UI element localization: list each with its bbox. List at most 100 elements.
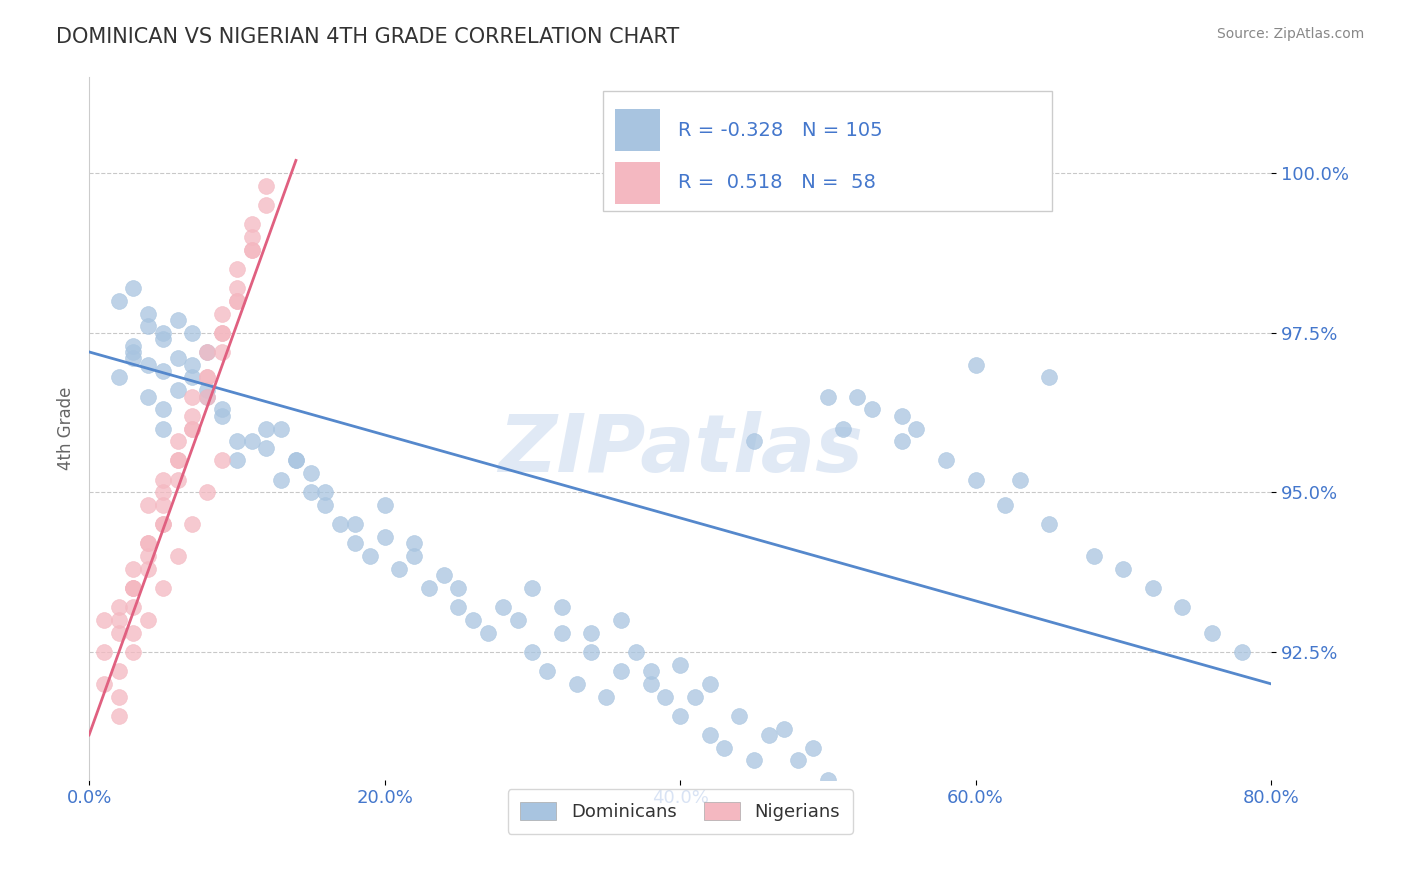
Point	[254, 178, 277, 193]
Point	[195, 345, 218, 359]
Text: Source: ZipAtlas.com: Source: ZipAtlas.com	[1216, 27, 1364, 41]
Point	[136, 613, 159, 627]
Point	[1112, 562, 1135, 576]
Point	[1038, 517, 1060, 532]
Point	[195, 370, 218, 384]
Point	[404, 549, 426, 564]
Point	[240, 217, 263, 231]
Point	[166, 434, 188, 449]
Point	[669, 657, 692, 672]
Point	[240, 434, 263, 449]
Point	[211, 307, 233, 321]
Point	[965, 358, 987, 372]
Point	[225, 453, 247, 467]
Point	[581, 645, 603, 659]
Point	[166, 453, 188, 467]
Point	[93, 677, 115, 691]
Point	[122, 281, 145, 295]
Point	[699, 677, 721, 691]
Point	[758, 728, 780, 742]
Point	[965, 473, 987, 487]
Point	[107, 613, 129, 627]
Point	[136, 549, 159, 564]
Point	[299, 485, 322, 500]
Point	[565, 677, 588, 691]
Point	[122, 562, 145, 576]
Point	[447, 600, 470, 615]
Point	[211, 409, 233, 423]
Point	[772, 722, 794, 736]
Point	[152, 332, 174, 346]
Point	[240, 243, 263, 257]
Text: R =  0.518   N =  58: R = 0.518 N = 58	[678, 173, 876, 193]
Point	[152, 517, 174, 532]
Point	[225, 262, 247, 277]
Point	[669, 708, 692, 723]
Point	[152, 473, 174, 487]
Point	[152, 326, 174, 340]
Point	[152, 364, 174, 378]
Point	[610, 613, 633, 627]
Point	[225, 293, 247, 308]
Point	[122, 345, 145, 359]
Point	[640, 677, 662, 691]
Point	[742, 754, 765, 768]
Text: R = -0.328   N = 105: R = -0.328 N = 105	[678, 120, 883, 140]
Point	[136, 536, 159, 550]
Point	[122, 625, 145, 640]
Point	[551, 600, 574, 615]
Point	[107, 625, 129, 640]
Point	[136, 562, 159, 576]
Point	[418, 581, 440, 595]
Point	[624, 645, 647, 659]
Point	[152, 485, 174, 500]
Point	[610, 664, 633, 678]
Point	[817, 390, 839, 404]
Point	[166, 549, 188, 564]
Point	[195, 485, 218, 500]
Point	[254, 441, 277, 455]
Point	[166, 313, 188, 327]
Point	[181, 370, 204, 384]
Point	[107, 370, 129, 384]
Point	[107, 708, 129, 723]
Point	[713, 740, 735, 755]
Point	[225, 281, 247, 295]
Point	[270, 473, 292, 487]
Point	[359, 549, 381, 564]
Point	[1008, 473, 1031, 487]
Point	[195, 383, 218, 397]
Point	[152, 421, 174, 435]
Point	[1142, 581, 1164, 595]
Point	[122, 645, 145, 659]
Point	[136, 307, 159, 321]
Point	[254, 421, 277, 435]
Point	[492, 600, 515, 615]
Point	[284, 453, 307, 467]
Point	[284, 453, 307, 467]
Point	[477, 625, 499, 640]
Legend: Dominicans, Nigerians: Dominicans, Nigerians	[508, 789, 852, 834]
Y-axis label: 4th Grade: 4th Grade	[58, 387, 75, 470]
Point	[506, 613, 529, 627]
Point	[93, 613, 115, 627]
Point	[1083, 549, 1105, 564]
Bar	[614, 161, 659, 204]
Point	[683, 690, 706, 704]
Point	[890, 434, 912, 449]
Point	[404, 536, 426, 550]
Point	[536, 664, 558, 678]
Point	[107, 690, 129, 704]
Point	[107, 600, 129, 615]
Point	[152, 517, 174, 532]
Point	[344, 517, 367, 532]
Point	[314, 498, 336, 512]
Point	[181, 517, 204, 532]
Point	[152, 498, 174, 512]
Point	[1171, 600, 1194, 615]
Bar	[614, 109, 659, 151]
Point	[195, 370, 218, 384]
Point	[211, 402, 233, 417]
Point	[699, 728, 721, 742]
Point	[595, 690, 617, 704]
